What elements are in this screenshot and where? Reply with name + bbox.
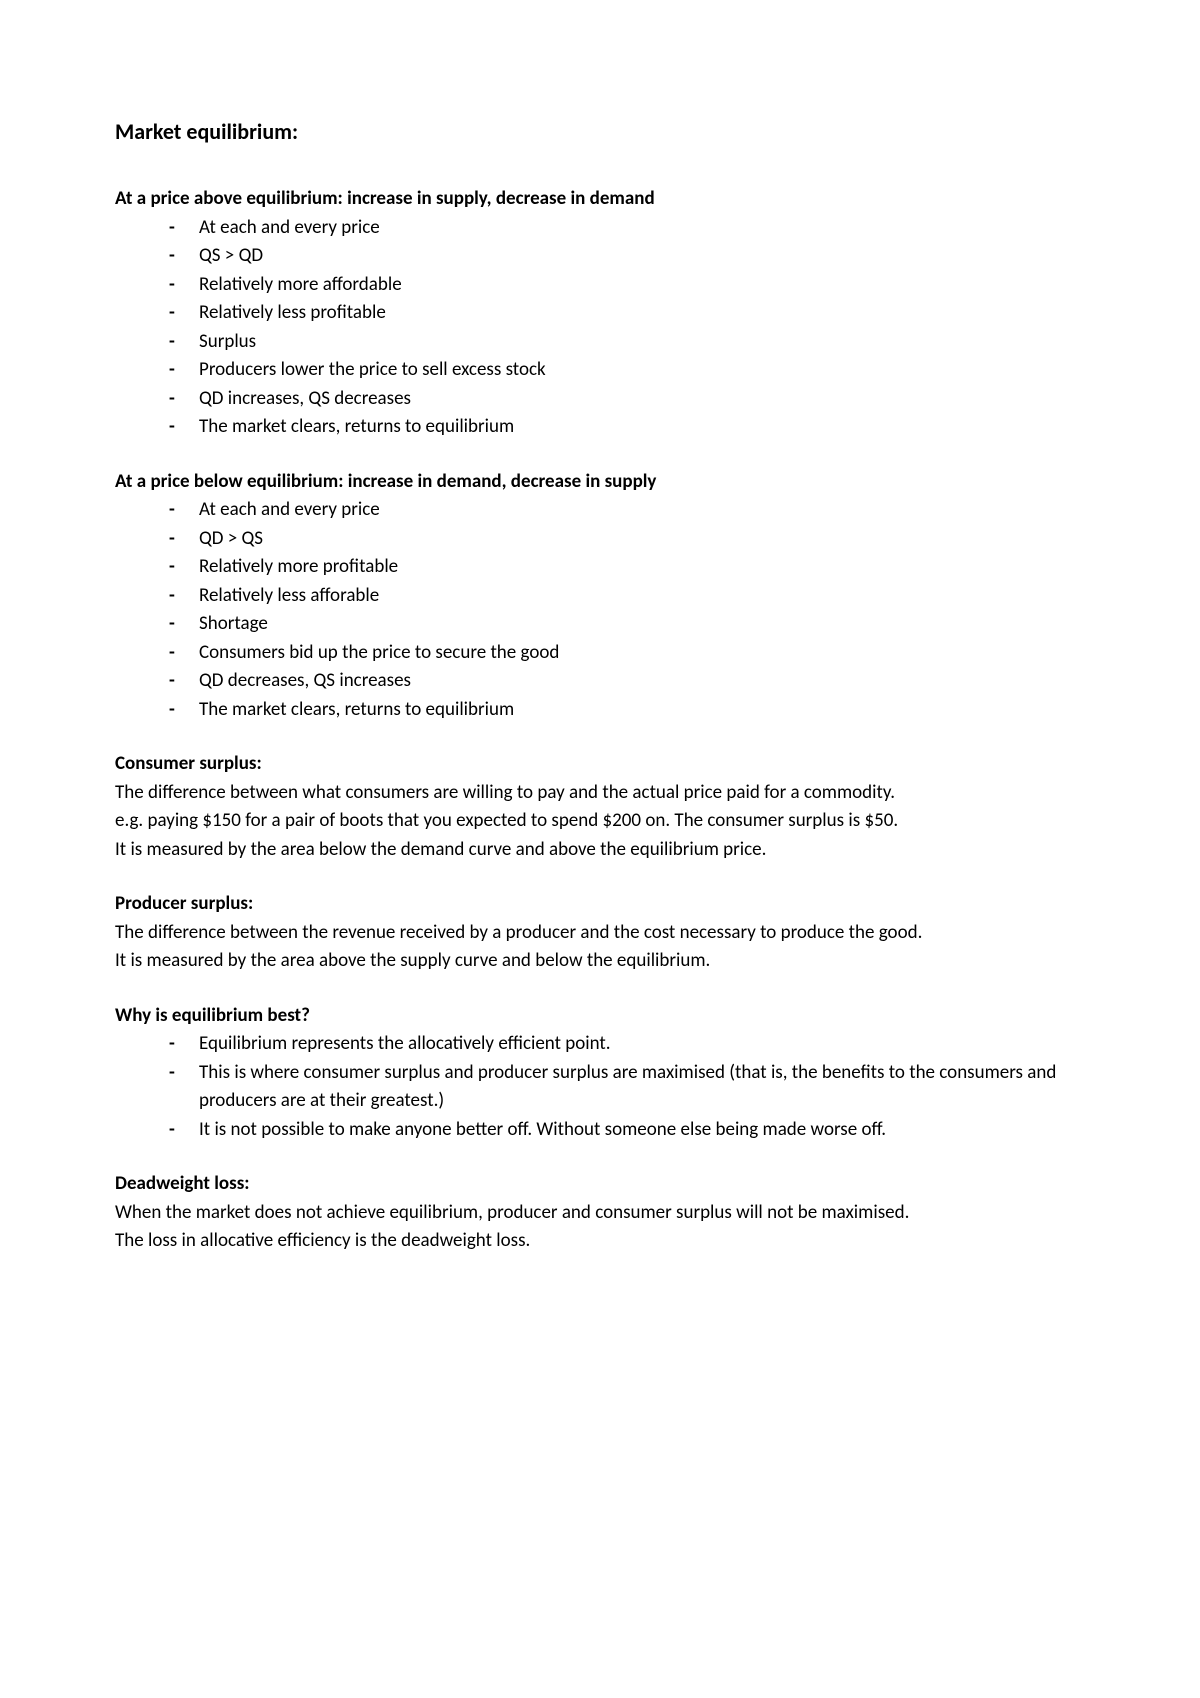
section-heading: At a price below equilibrium: increase i… — [115, 468, 1085, 497]
section-above-equilibrium: At a price above equilibrium: increase i… — [115, 185, 1085, 442]
list-item: Shortage — [169, 610, 1085, 639]
section-why-equilibrium-best: Why is equilibrium best? Equilibrium rep… — [115, 1002, 1085, 1145]
paragraph: e.g. paying $150 for a pair of boots tha… — [115, 807, 1085, 836]
section-heading: Consumer surplus: — [115, 750, 1085, 779]
section-heading: Why is equilibrium best? — [115, 1002, 1085, 1031]
paragraph: When the market does not achieve equilib… — [115, 1199, 1085, 1228]
list-item: Relatively more profitable — [169, 553, 1085, 582]
section-producer-surplus: Producer surplus: The difference between… — [115, 890, 1085, 976]
list-item: Surplus — [169, 328, 1085, 357]
list-item: Relatively less profitable — [169, 299, 1085, 328]
list-item: Relatively more affordable — [169, 271, 1085, 300]
bullet-list: Equilibrium represents the allocatively … — [115, 1030, 1085, 1144]
list-item: Producers lower the price to sell excess… — [169, 356, 1085, 385]
list-item: Equilibrium represents the allocatively … — [169, 1030, 1085, 1059]
list-item: QD > QS — [169, 525, 1085, 554]
page-title: Market equilibrium: — [115, 118, 1085, 145]
list-item: It is not possible to make anyone better… — [169, 1116, 1085, 1145]
section-heading: Producer surplus: — [115, 890, 1085, 919]
paragraph: The difference between what consumers ar… — [115, 779, 1085, 808]
section-deadweight-loss: Deadweight loss: When the market does no… — [115, 1170, 1085, 1256]
list-item: QS > QD — [169, 242, 1085, 271]
bullet-list: At each and every price QD > QS Relative… — [115, 496, 1085, 724]
list-item: At each and every price — [169, 496, 1085, 525]
list-item: Consumers bid up the price to secure the… — [169, 639, 1085, 668]
list-item: Relatively less afforable — [169, 582, 1085, 611]
paragraph: It is measured by the area above the sup… — [115, 947, 1085, 976]
paragraph: The difference between the revenue recei… — [115, 919, 1085, 948]
section-below-equilibrium: At a price below equilibrium: increase i… — [115, 468, 1085, 725]
list-item: The market clears, returns to equilibriu… — [169, 696, 1085, 725]
list-item: The market clears, returns to equilibriu… — [169, 413, 1085, 442]
paragraph: The loss in allocative efficiency is the… — [115, 1227, 1085, 1256]
paragraph: It is measured by the area below the dem… — [115, 836, 1085, 865]
list-item: QD decreases, QS increases — [169, 667, 1085, 696]
bullet-list: At each and every price QS > QD Relative… — [115, 214, 1085, 442]
list-item: QD increases, QS decreases — [169, 385, 1085, 414]
section-heading: At a price above equilibrium: increase i… — [115, 185, 1085, 214]
section-consumer-surplus: Consumer surplus: The difference between… — [115, 750, 1085, 864]
list-item: At each and every price — [169, 214, 1085, 243]
list-item: This is where consumer surplus and produ… — [169, 1059, 1085, 1116]
section-heading: Deadweight loss: — [115, 1170, 1085, 1199]
